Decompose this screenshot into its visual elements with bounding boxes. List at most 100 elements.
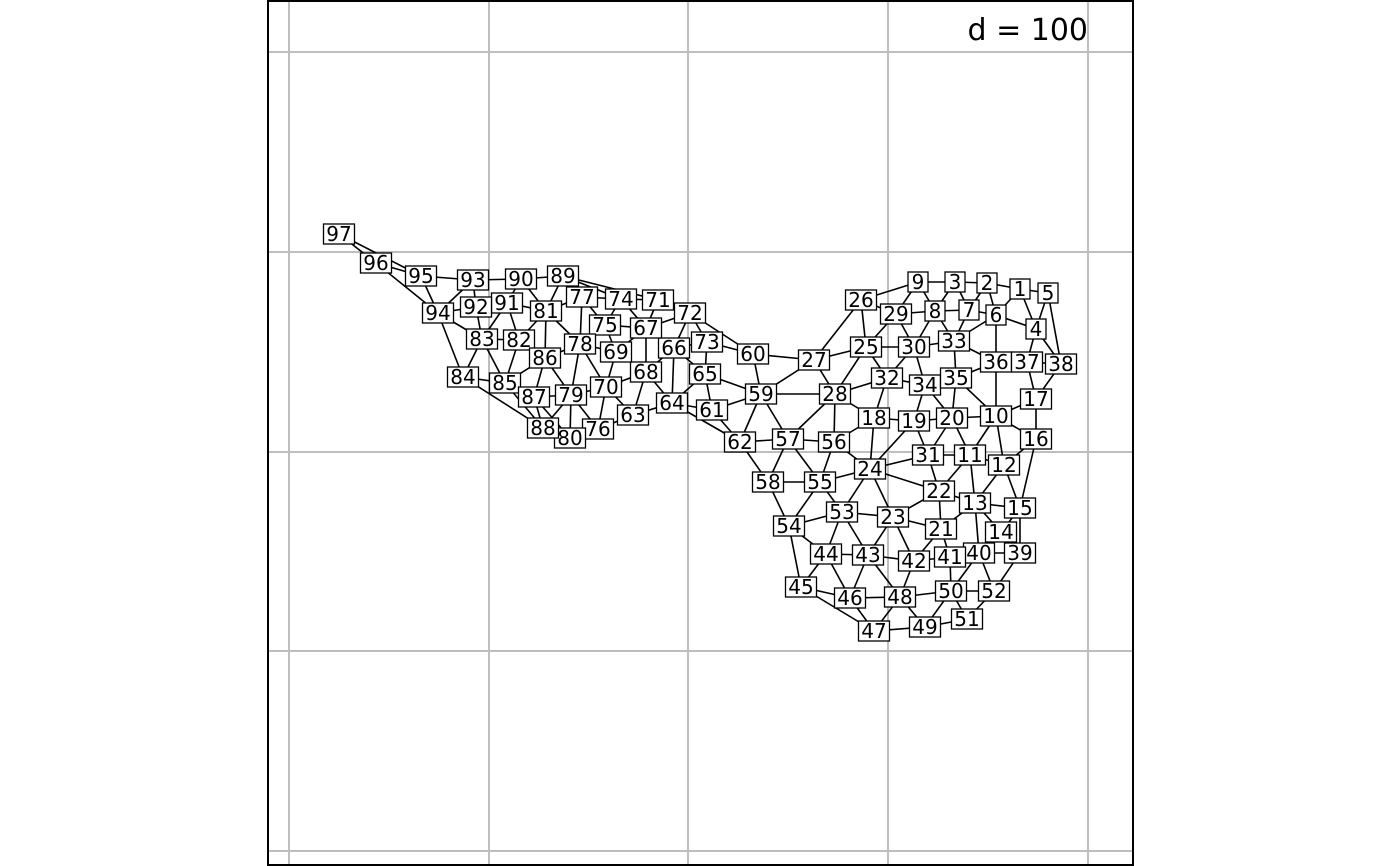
node-9: 9: [907, 270, 929, 294]
node-50: 50: [934, 579, 968, 603]
node-label: 58: [755, 470, 780, 494]
node-80: 80: [553, 426, 587, 450]
node-label: 17: [1023, 387, 1048, 411]
node-label: 93: [460, 268, 485, 292]
node-label: 67: [633, 316, 658, 340]
node-box: [1003, 497, 1037, 519]
node-84: 84: [446, 365, 480, 389]
node-6: 6: [985, 303, 1007, 327]
node-label: 2: [981, 271, 994, 295]
node-box: [908, 616, 942, 638]
node-60: 60: [736, 342, 770, 366]
node-label: 69: [603, 340, 628, 364]
node-label: 55: [807, 470, 832, 494]
node-12: 12: [987, 453, 1021, 477]
node-label: 7: [963, 298, 976, 322]
node-box: [876, 506, 910, 528]
node-box: [911, 444, 945, 466]
node-label: 40: [966, 541, 991, 565]
node-30: 30: [897, 335, 931, 359]
node-label: 56: [821, 430, 846, 454]
node-59: 59: [744, 382, 778, 406]
node-box: [934, 580, 968, 602]
node-label: 11: [957, 443, 982, 467]
node-25: 25: [849, 335, 883, 359]
node-43: 43: [851, 543, 885, 567]
node-label: 80: [557, 426, 582, 450]
node-box: [933, 546, 967, 568]
node-label: 12: [991, 453, 1016, 477]
node-95: 95: [404, 264, 438, 288]
edge-15-16: [1019, 438, 1037, 509]
node-label: 92: [463, 295, 488, 319]
node-box: [629, 317, 663, 339]
node-label: 32: [874, 366, 899, 390]
node-97: 97: [322, 222, 356, 246]
node-91: 91: [490, 291, 524, 315]
node-label: 8: [929, 299, 942, 323]
node-box: [657, 337, 691, 359]
node-box: [987, 454, 1021, 476]
scale-label: d = 100: [967, 13, 1088, 48]
node-box: [944, 271, 966, 293]
node-box: [446, 366, 480, 388]
node-box: [655, 392, 689, 414]
node-34: 34: [908, 373, 942, 397]
node-20: 20: [935, 406, 969, 430]
node-69: 69: [599, 340, 633, 364]
node-box: [528, 347, 562, 369]
node-label: 28: [822, 382, 847, 406]
node-94: 94: [421, 301, 455, 325]
node-label: 60: [740, 342, 765, 366]
node-41: 41: [933, 545, 967, 569]
node-box: [736, 343, 770, 365]
node-label: 45: [788, 575, 813, 599]
node-49: 49: [908, 615, 942, 639]
node-57: 57: [771, 427, 805, 451]
node-label: 76: [585, 417, 610, 441]
node-88: 88: [526, 416, 560, 440]
node-box: [554, 384, 588, 406]
node-label: 82: [506, 328, 531, 352]
node-label: 71: [645, 288, 670, 312]
node-box: [937, 330, 971, 352]
node-label: 1: [1014, 277, 1027, 301]
node-label: 35: [943, 366, 968, 390]
node-74: 74: [604, 287, 638, 311]
node-label: 44: [813, 542, 838, 566]
node-label: 46: [837, 586, 862, 610]
node-label: 52: [981, 579, 1006, 603]
node-23: 23: [876, 505, 910, 529]
node-box: [897, 336, 931, 358]
node-13: 13: [958, 491, 992, 515]
node-5: 5: [1037, 281, 1059, 305]
node-55: 55: [803, 470, 837, 494]
node-label: 23: [880, 505, 905, 529]
node-label: 21: [928, 517, 953, 541]
node-box: [588, 314, 622, 336]
node-label: 5: [1042, 281, 1055, 305]
node-box: [924, 300, 946, 322]
node-box: [641, 289, 675, 311]
node-72: 72: [673, 301, 707, 325]
node-44: 44: [809, 542, 843, 566]
node-box: [1003, 542, 1037, 564]
node-label: 88: [530, 416, 555, 440]
node-7: 7: [958, 298, 980, 322]
node-87: 87: [517, 385, 551, 409]
node-box: [857, 407, 891, 429]
node-38: 38: [1044, 352, 1078, 376]
node-box: [803, 471, 837, 493]
node-label: 59: [748, 382, 773, 406]
node-label: 42: [901, 549, 926, 573]
node-label: 65: [692, 362, 717, 386]
node-63: 63: [616, 403, 650, 427]
node-label: 85: [492, 371, 517, 395]
node-label: 54: [776, 514, 801, 538]
node-label: 79: [558, 383, 583, 407]
node-18: 18: [857, 406, 891, 430]
node-4: 4: [1025, 317, 1047, 341]
node-22: 22: [922, 479, 956, 503]
node-label: 72: [677, 301, 702, 325]
node-label: 43: [855, 543, 880, 567]
